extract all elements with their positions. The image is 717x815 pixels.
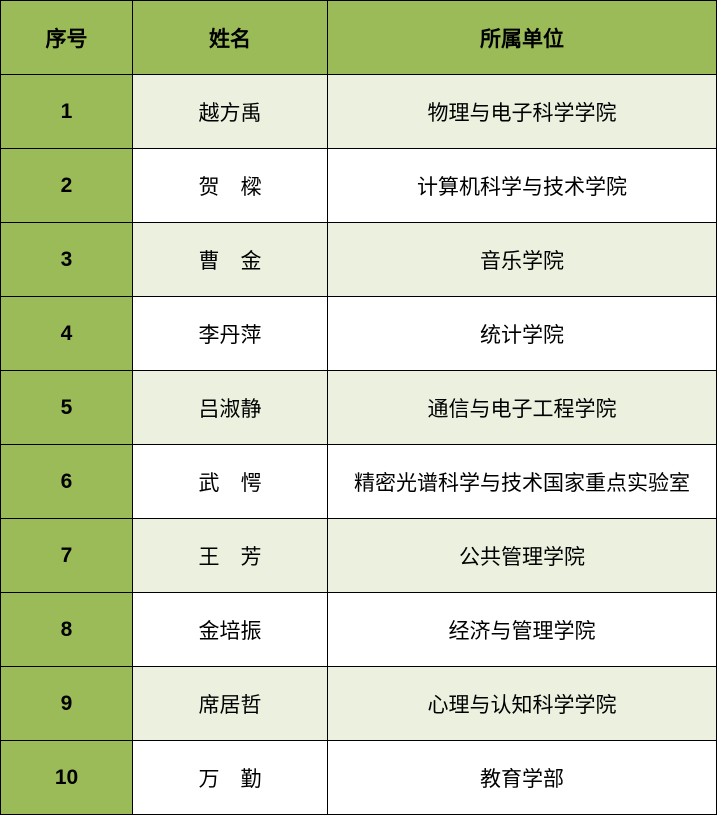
row-number: 6 — [0, 444, 133, 519]
row-number: 10 — [0, 740, 133, 815]
row-unit: 计算机科学与技术学院 — [327, 148, 717, 223]
row-unit: 经济与管理学院 — [327, 592, 717, 667]
row-number: 9 — [0, 666, 133, 741]
row-unit: 物理与电子科学学院 — [327, 74, 717, 149]
table-row: 4 李丹萍 统计学院 — [0, 296, 717, 371]
row-number: 2 — [0, 148, 133, 223]
row-unit: 音乐学院 — [327, 222, 717, 297]
row-number: 4 — [0, 296, 133, 371]
header-number: 序号 — [0, 0, 133, 75]
table-row: 9 席居哲 心理与认知科学学院 — [0, 666, 717, 741]
header-name: 姓名 — [132, 0, 328, 75]
row-number: 3 — [0, 222, 133, 297]
row-name: 万 勤 — [132, 740, 328, 815]
table-row: 10 万 勤教育学部 — [0, 740, 717, 815]
row-name: 李丹萍 — [132, 296, 328, 371]
row-name: 王 芳 — [132, 518, 328, 593]
row-unit: 心理与认知科学学院 — [327, 666, 717, 741]
row-number: 7 — [0, 518, 133, 593]
row-name: 曹 金 — [132, 222, 328, 297]
row-unit: 公共管理学院 — [327, 518, 717, 593]
row-name: 席居哲 — [132, 666, 328, 741]
table-row: 1 越方禹 物理与电子科学学院 — [0, 74, 717, 149]
row-name: 金培振 — [132, 592, 328, 667]
header-row: 序号 姓名 所属单位 — [0, 0, 717, 75]
row-unit: 通信与电子工程学院 — [327, 370, 717, 445]
row-number: 8 — [0, 592, 133, 667]
row-number: 5 — [0, 370, 133, 445]
header-unit: 所属单位 — [327, 0, 717, 75]
row-unit: 精密光谱科学与技术国家重点实验室 — [327, 444, 717, 519]
table-row: 5 吕淑静 通信与电子工程学院 — [0, 370, 717, 445]
row-name: 吕淑静 — [132, 370, 328, 445]
row-unit: 统计学院 — [327, 296, 717, 371]
row-number: 1 — [0, 74, 133, 149]
row-name: 贺 樑 — [132, 148, 328, 223]
row-name: 武 愕 — [132, 444, 328, 519]
row-name: 越方禹 — [132, 74, 328, 149]
row-unit: 教育学部 — [327, 740, 717, 815]
table-row: 8 金培振 经济与管理学院 — [0, 592, 717, 667]
